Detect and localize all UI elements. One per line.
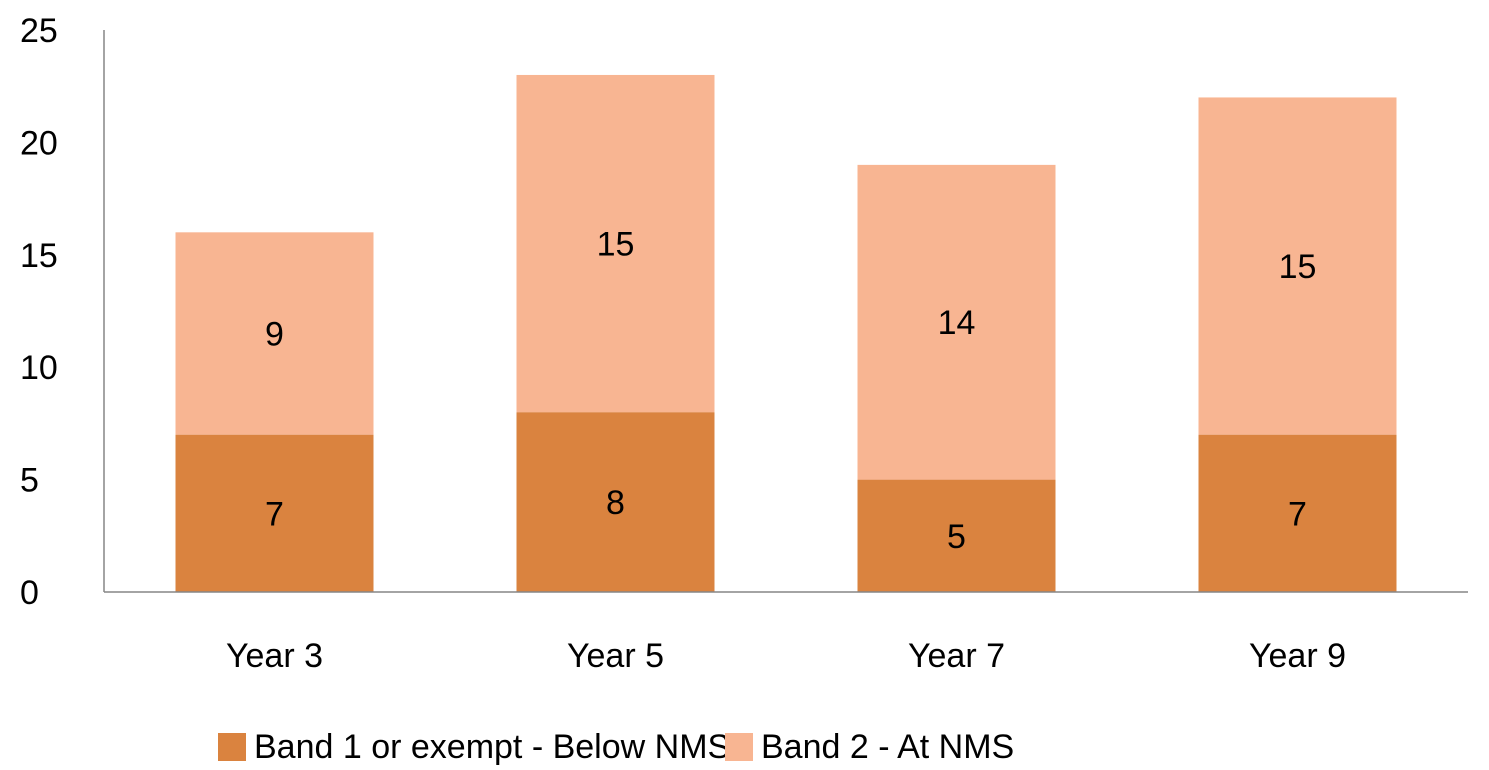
bar-segment (857, 164, 1056, 480)
bar-segment (1198, 434, 1397, 592)
x-category-label: Year 3 (226, 637, 323, 675)
plot-area: 7 9 8 15 5 14 7 15 (103, 30, 1468, 593)
bar-segment (1198, 97, 1397, 435)
legend-item: Band 2 - At NMS (725, 728, 1014, 766)
legend-label: Band 1 or exempt - Below NMS (254, 728, 730, 766)
legend-swatch (218, 733, 246, 761)
y-tick-label: 25 (20, 12, 58, 50)
data-label: 15 (597, 226, 635, 264)
y-tick-label: 5 (20, 462, 39, 500)
y-tick-label: 0 (20, 574, 39, 612)
y-tick-label: 20 (20, 124, 58, 162)
y-tick-label: 10 (20, 349, 58, 387)
data-label: 8 (606, 484, 625, 522)
data-label: 7 (265, 495, 284, 533)
data-label: 9 (265, 315, 284, 353)
y-tick-label: 15 (20, 237, 58, 275)
x-category-labels: Year 3 Year 5 Year 7 Year 9 (226, 637, 1346, 675)
x-category-label: Year 9 (1249, 637, 1346, 675)
data-label: 15 (1279, 248, 1317, 286)
y-tick-labels: 0 5 10 15 20 25 (20, 12, 58, 612)
bar-segment (516, 74, 715, 413)
bar-segment (857, 479, 1056, 592)
bar-segment (175, 434, 374, 592)
x-category-label: Year 7 (908, 637, 1005, 675)
x-category-label: Year 5 (567, 637, 664, 675)
legend-swatch (725, 733, 753, 761)
bar-segment (175, 232, 374, 435)
legend: Band 1 or exempt - Below NMS Band 2 - At … (218, 728, 1014, 766)
data-label: 7 (1288, 495, 1307, 533)
legend-item: Band 1 or exempt - Below NMS (218, 728, 730, 766)
data-label: 5 (947, 518, 966, 556)
data-label: 14 (938, 304, 976, 342)
bar-segment (516, 412, 715, 592)
legend-label: Band 2 - At NMS (761, 728, 1014, 766)
